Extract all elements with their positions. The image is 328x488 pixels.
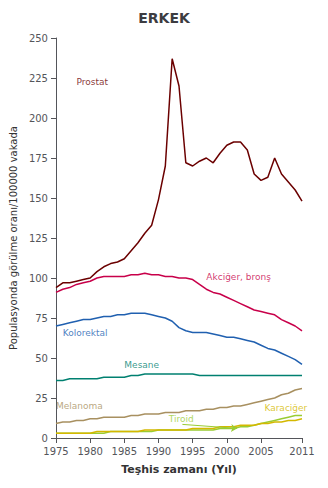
svg-text:0: 0 bbox=[42, 433, 48, 444]
svg-text:200: 200 bbox=[29, 113, 48, 124]
svg-text:1985: 1985 bbox=[112, 446, 137, 457]
svg-text:Teşhis zamanı (Yıl): Teşhis zamanı (Yıl) bbox=[121, 463, 237, 476]
svg-text:Populasyonda görülme oranı/100: Populasyonda görülme oranı/100000 vakada bbox=[8, 126, 19, 350]
svg-text:1990: 1990 bbox=[146, 446, 171, 457]
svg-text:Mesane: Mesane bbox=[124, 360, 159, 370]
svg-text:Kolorektal: Kolorektal bbox=[63, 328, 108, 338]
svg-text:50: 50 bbox=[35, 353, 48, 364]
svg-text:2011: 2011 bbox=[289, 446, 314, 457]
svg-text:150: 150 bbox=[29, 193, 48, 204]
svg-text:ERKEK: ERKEK bbox=[138, 10, 191, 26]
svg-text:100: 100 bbox=[29, 273, 48, 284]
svg-text:25: 25 bbox=[35, 393, 48, 404]
svg-text:250: 250 bbox=[29, 33, 48, 44]
svg-text:Karaciğer: Karaciğer bbox=[264, 403, 307, 413]
svg-text:125: 125 bbox=[29, 233, 48, 244]
svg-text:175: 175 bbox=[29, 153, 48, 164]
svg-text:Akciğer, bronş: Akciğer, bronş bbox=[206, 272, 271, 282]
svg-text:2005: 2005 bbox=[248, 446, 273, 457]
svg-text:Tiroid: Tiroid bbox=[168, 414, 194, 424]
svg-text:1995: 1995 bbox=[180, 446, 205, 457]
svg-text:75: 75 bbox=[35, 313, 48, 324]
svg-text:2000: 2000 bbox=[214, 446, 239, 457]
svg-text:225: 225 bbox=[29, 73, 48, 84]
svg-text:1975: 1975 bbox=[43, 446, 68, 457]
svg-text:Melanoma: Melanoma bbox=[56, 401, 103, 411]
svg-text:1980: 1980 bbox=[77, 446, 102, 457]
svg-text:Prostat: Prostat bbox=[76, 77, 108, 87]
